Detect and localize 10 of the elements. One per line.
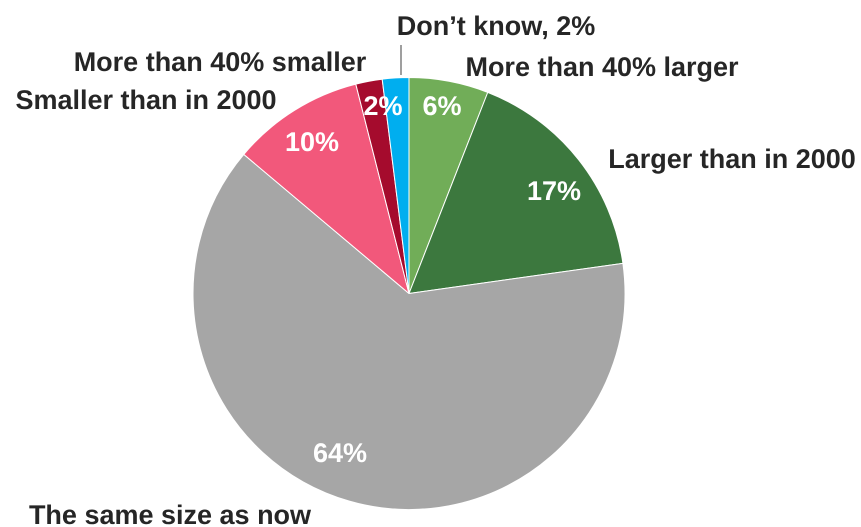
slice-label: The same size as now: [28, 500, 312, 527]
slice-label: Smaller than in 2000: [15, 85, 277, 115]
data-label: 6%: [422, 91, 462, 121]
data-label: 10%: [284, 127, 340, 157]
data-label: 17%: [526, 176, 582, 206]
slice-label: Don’t know, 2%: [396, 11, 596, 41]
data-label: 64%: [312, 438, 368, 468]
slice-label: More than 40% larger: [465, 52, 740, 82]
slice-label: More than 40% smaller: [74, 47, 367, 77]
slice-label: Larger than in 2000: [608, 144, 856, 174]
